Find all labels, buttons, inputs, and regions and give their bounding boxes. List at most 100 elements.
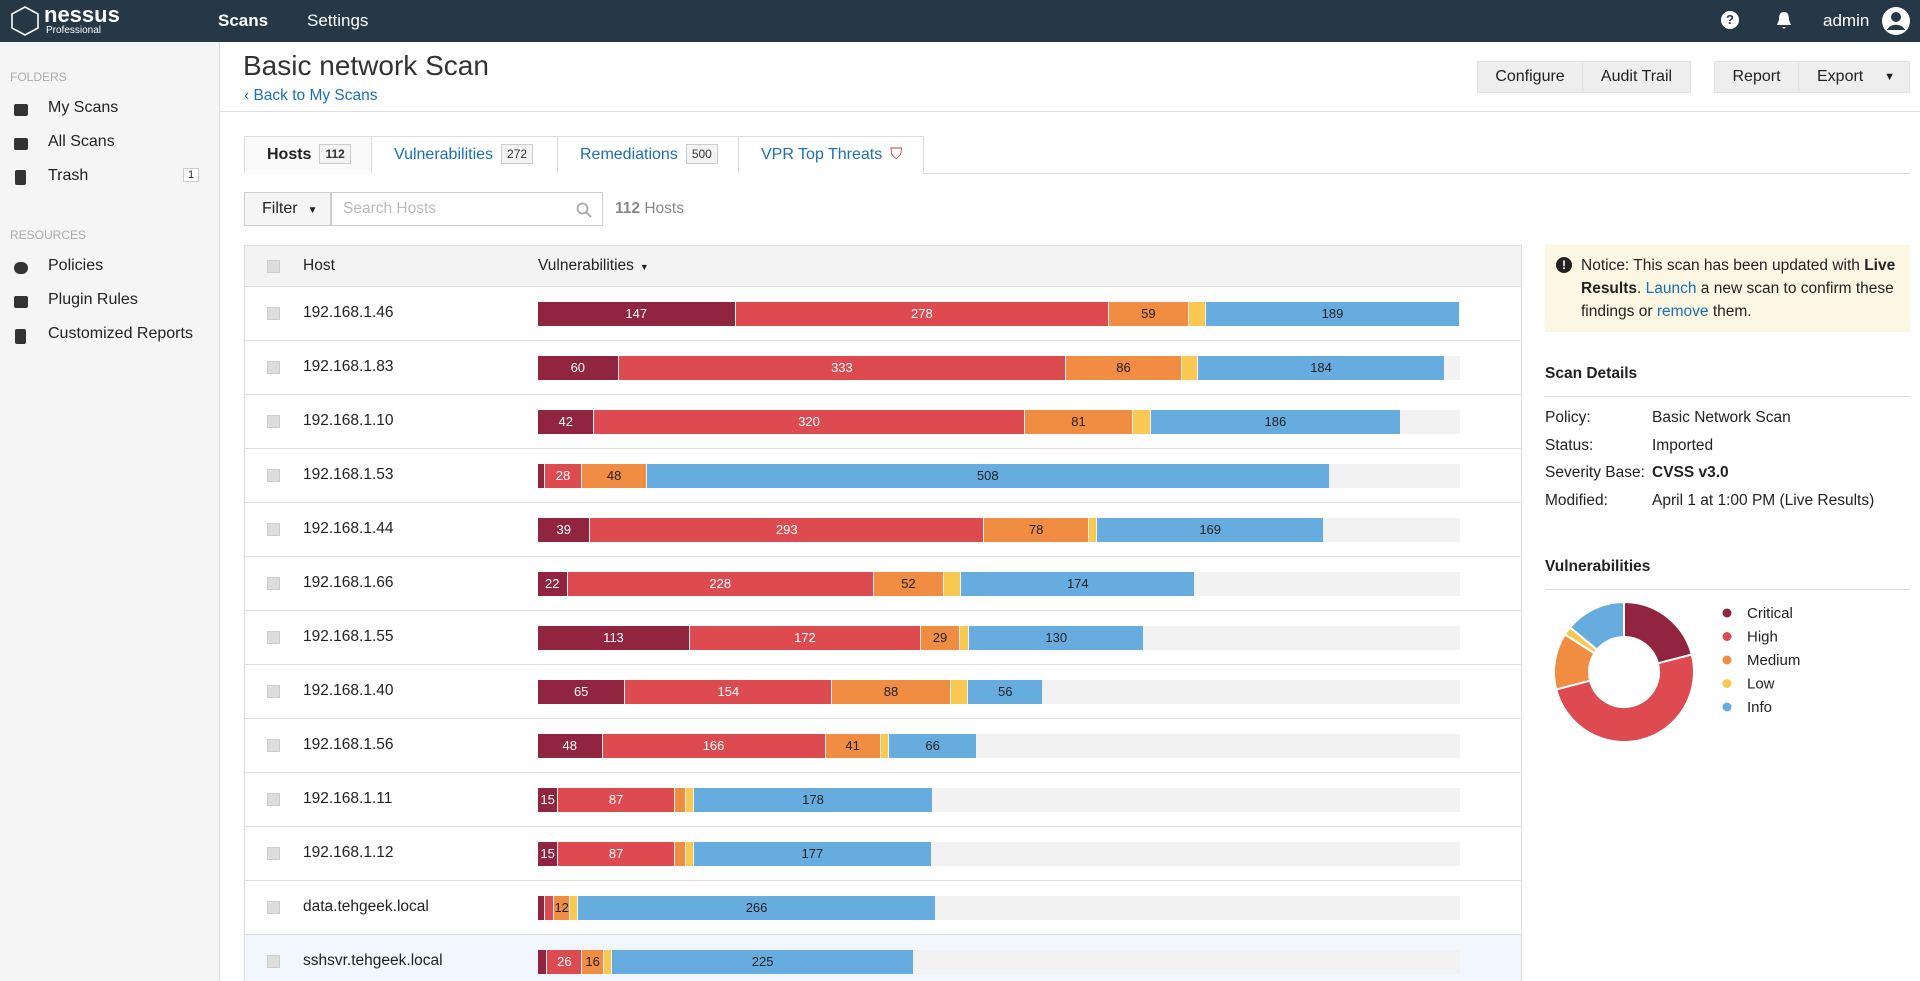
back-link-text[interactable]: Back to My Scans (253, 87, 378, 104)
help-button[interactable]: ? (1721, 11, 1739, 29)
hosts-table: Host Vulnerabilities ▼ 192.168.1.46 147 278… (244, 245, 1522, 981)
checkbox[interactable] (267, 631, 280, 644)
folder-link[interactable]: Trash (48, 167, 89, 184)
detail-label: Status: (1545, 436, 1594, 454)
severity-segment: 177 (693, 842, 931, 866)
avatar[interactable] (1881, 6, 1911, 36)
checkbox[interactable] (267, 739, 280, 752)
report-button[interactable]: Report (1714, 61, 1799, 93)
severity-segment: 266 (578, 896, 935, 920)
table-row[interactable]: 192.168.1.44 39 293 78 169 (245, 503, 1521, 557)
checkbox[interactable] (267, 955, 280, 968)
table-row[interactable]: 192.168.1.11 15 87 178 (245, 773, 1521, 827)
launch-link[interactable]: Launch (1645, 280, 1697, 297)
table-row[interactable]: 192.168.1.56 48 166 41 66 (245, 719, 1521, 773)
table-row[interactable]: data.tehgeek.local 12 266 (245, 881, 1521, 935)
severity-segment (675, 788, 685, 812)
severity-segment (544, 896, 554, 920)
host-name: 192.168.1.12 (303, 844, 394, 861)
checkbox[interactable] (267, 523, 280, 536)
tab-label[interactable]: Vulnerabilities (394, 146, 494, 163)
table-row[interactable]: 192.168.1.66 22 228 52 174 (245, 557, 1521, 611)
nav-tab[interactable]: Scans (218, 11, 269, 30)
legend-dot (1722, 679, 1732, 688)
table-row[interactable]: 192.168.1.46 147 278 59 189 (245, 287, 1521, 341)
search-placeholder[interactable]: Search Hosts (343, 200, 437, 217)
detail-value: April 1 at 1:00 PM (Live Results) (1652, 491, 1875, 509)
filter-button[interactable]: Filter ▼ (244, 192, 331, 226)
export-button[interactable]: Export ▼ (1798, 61, 1910, 93)
host-name: sshsvr.tehgeek.local (303, 952, 443, 969)
nav-tab[interactable]: Settings (307, 11, 369, 30)
tab-label[interactable]: VPR Top Threats (761, 146, 883, 163)
table-row[interactable]: 192.168.1.53 28 48 508 (245, 449, 1521, 503)
table-row[interactable]: 192.168.1.55 113 172 29 130 (245, 611, 1521, 665)
severity-segment: 26 (547, 950, 582, 974)
back-link[interactable]: ‹ Back to My Scans (244, 87, 378, 104)
resource-link[interactable]: Plugin Rules (48, 291, 138, 308)
tab-label[interactable]: Remediations (580, 146, 678, 163)
notifications-button[interactable] (1775, 10, 1793, 30)
severity-segment: 28 (544, 464, 582, 488)
host-name: 192.168.1.46 (303, 304, 394, 321)
tab[interactable]: Remediations 500 (557, 136, 739, 174)
checkbox[interactable] (267, 847, 280, 860)
tab-label[interactable]: Hosts (267, 146, 312, 163)
search-input[interactable]: Search Hosts (331, 192, 603, 226)
severity-segment: 88 (832, 680, 950, 704)
remove-link[interactable]: remove (1656, 303, 1709, 320)
vulnerability-chart: Critical High Medium Low Info (1553, 600, 1800, 743)
trash-icon (15, 170, 26, 185)
column-header-label[interactable]: Vulnerabilities (538, 257, 634, 274)
tab[interactable]: Hosts 112 (244, 136, 372, 174)
legend-dot (1722, 632, 1732, 641)
severity-segment: 78 (984, 518, 1089, 542)
host-name: 192.168.1.56 (303, 736, 394, 753)
checkbox[interactable] (267, 415, 280, 428)
severity-segment: 29 (921, 626, 959, 650)
tab[interactable]: Vulnerabilities 272 (371, 136, 558, 174)
checkbox[interactable] (267, 469, 280, 482)
user-name[interactable]: admin (1823, 11, 1870, 30)
resource-link[interactable]: Policies (48, 257, 104, 274)
resource-link[interactable]: Customized Reports (48, 325, 193, 342)
checkbox[interactable] (267, 361, 280, 374)
checkbox[interactable] (267, 260, 280, 273)
tab-count: 112 (319, 144, 351, 164)
donut-slice (1554, 653, 1695, 743)
legend-label: Medium (1747, 652, 1800, 669)
notice-text: Notice: This scan has been updated with (1581, 257, 1860, 274)
notice-icon: ! (1556, 257, 1572, 273)
export-label[interactable]: Export (1817, 68, 1864, 85)
column-header[interactable]: Vulnerabilities ▼ (538, 257, 649, 274)
table-row[interactable]: 192.168.1.12 15 87 177 (245, 827, 1521, 881)
severity-segment: 186 (1150, 410, 1400, 434)
folder-link[interactable]: My Scans (48, 99, 119, 116)
page-title: Basic network Scan (243, 50, 489, 81)
audit-trail-button[interactable]: Audit Trail (1582, 61, 1691, 93)
folder-link[interactable]: All Scans (48, 133, 115, 150)
checkbox[interactable] (267, 577, 280, 590)
table-row[interactable]: sshsvr.tehgeek.local 26 16 225 (245, 935, 1521, 981)
shield-icon: ⛉ (890, 146, 903, 163)
divider (1545, 396, 1910, 397)
filter-label[interactable]: Filter (262, 200, 298, 217)
tab[interactable]: VPR Top Threats ⛉ (738, 136, 924, 174)
checkbox[interactable] (267, 307, 280, 320)
checkbox[interactable] (267, 901, 280, 914)
severity-segment (675, 842, 685, 866)
checkbox[interactable] (267, 685, 280, 698)
host-count-number: 112 (615, 200, 641, 217)
table-row[interactable]: 192.168.1.83 60 333 86 184 (245, 341, 1521, 395)
detail-label: Policy: (1545, 409, 1591, 426)
severity-segment: 293 (590, 518, 984, 542)
severity-segment: 15 (538, 788, 558, 812)
configure-button[interactable]: Configure (1477, 61, 1583, 93)
severity-segment (570, 896, 578, 920)
table-row[interactable]: 192.168.1.40 65 154 88 56 (245, 665, 1521, 719)
checkbox[interactable] (267, 793, 280, 806)
table-row[interactable]: 192.168.1.10 42 320 81 186 (245, 395, 1521, 449)
severity-segment: 66 (888, 734, 977, 758)
severity-segment: 39 (538, 518, 590, 542)
column-header[interactable]: Host (303, 257, 335, 274)
